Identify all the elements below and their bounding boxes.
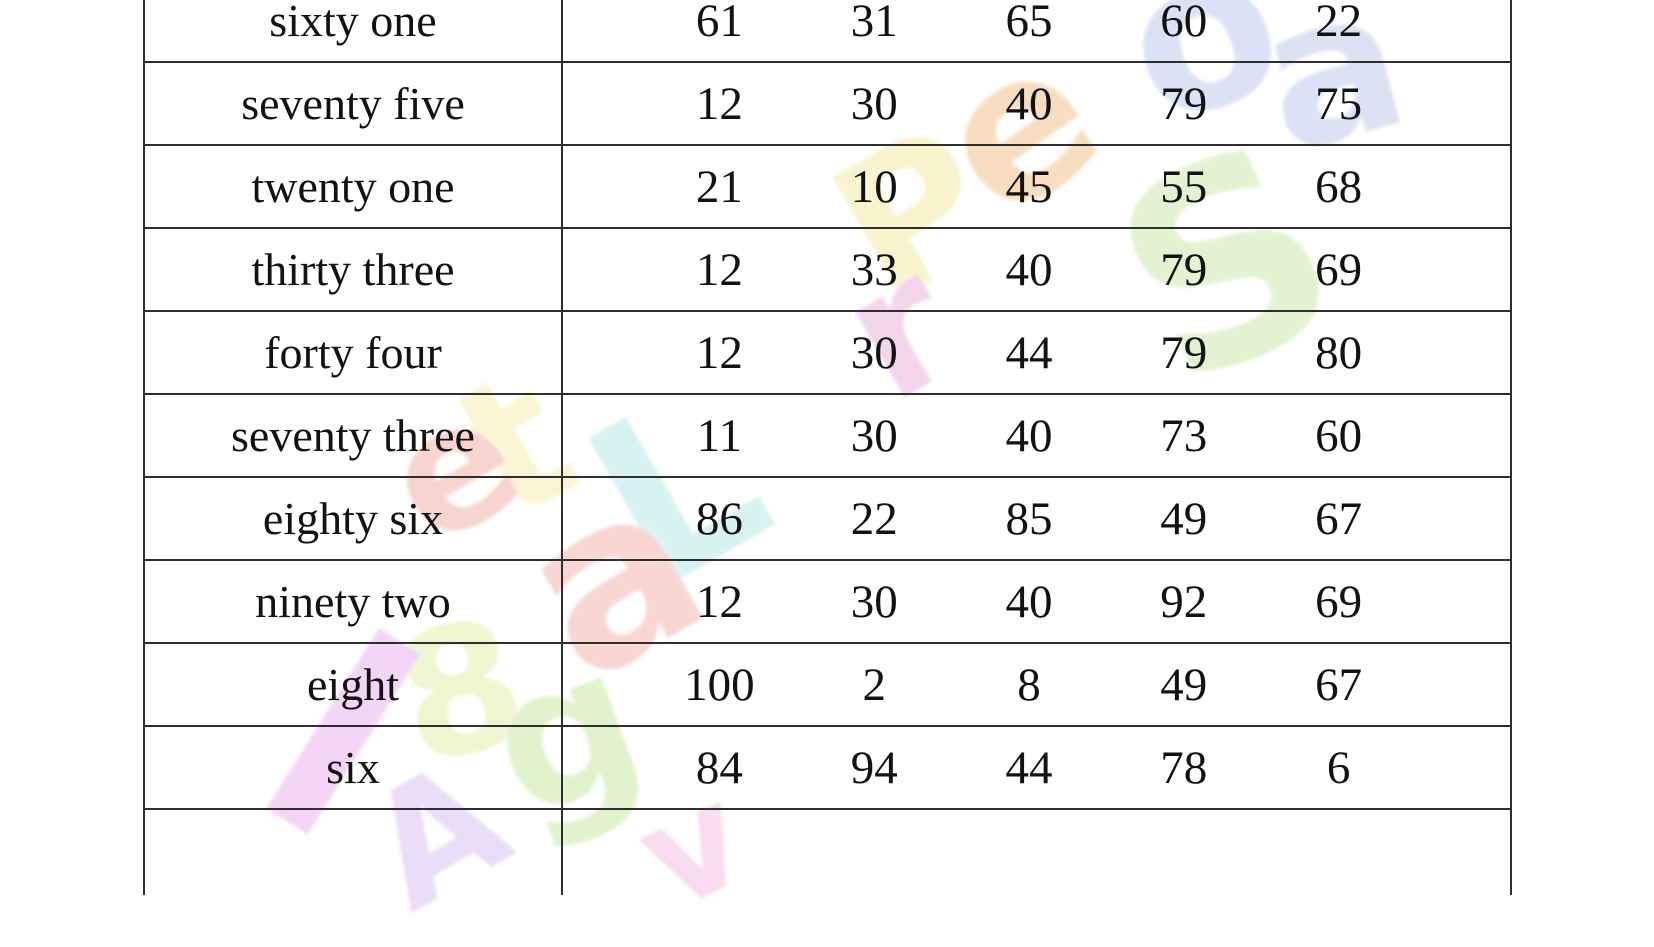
number-option: 78: [1160, 741, 1208, 794]
number-option: 69: [1315, 575, 1363, 628]
number-word-cell: seventy three: [145, 395, 563, 476]
number-option: 12: [695, 243, 743, 296]
number-option: 75: [1315, 77, 1363, 130]
number-option: 69: [1315, 243, 1363, 296]
number-option: 12: [695, 326, 743, 379]
number-option: 86: [695, 492, 743, 545]
number-option: 21: [695, 160, 743, 213]
number-options-cell: [563, 810, 1510, 895]
number-option: 22: [1315, 0, 1363, 47]
number-word-cell: eight: [145, 644, 563, 725]
number-option: 94: [850, 741, 898, 794]
number-option: 85: [1005, 492, 1053, 545]
number-option: 80: [1315, 326, 1363, 379]
number-option: 31: [850, 0, 898, 47]
number-option: 30: [850, 326, 898, 379]
number-word-cell: eighty six: [145, 478, 563, 559]
number-word-cell: ninety two: [145, 561, 563, 642]
table-row: [145, 810, 1510, 895]
number-option: 60: [1315, 409, 1363, 462]
number-option: 12: [695, 77, 743, 130]
number-options-cell: 86 22 85 49 67: [563, 478, 1510, 559]
number-option: 2: [862, 658, 886, 711]
number-option: 84: [695, 741, 743, 794]
number-options-cell: 11 30 40 73 60: [563, 395, 1510, 476]
number-option: 92: [1160, 575, 1208, 628]
number-option: 30: [850, 77, 898, 130]
number-option: 44: [1005, 741, 1053, 794]
table-row: sixty one 61 31 65 60 22: [145, 0, 1510, 63]
table-row: forty four 12 30 44 79 80: [145, 312, 1510, 395]
number-option: 8: [1017, 658, 1041, 711]
number-option: 33: [850, 243, 898, 296]
number-option: 67: [1315, 658, 1363, 711]
number-options-cell: 12 33 40 79 69: [563, 229, 1510, 310]
number-option: 11: [696, 409, 743, 462]
number-option: 73: [1160, 409, 1208, 462]
number-options-cell: 21 10 45 55 68: [563, 146, 1510, 227]
number-option: 40: [1005, 243, 1053, 296]
table-row: twenty one 21 10 45 55 68: [145, 146, 1510, 229]
number-options-cell: 12 30 44 79 80: [563, 312, 1510, 393]
number-options-cell: 61 31 65 60 22: [563, 0, 1510, 61]
number-option: 65: [1005, 0, 1053, 47]
number-option: 79: [1160, 243, 1208, 296]
number-word-cell: [145, 810, 563, 895]
number-option: 40: [1005, 575, 1053, 628]
number-option: 40: [1005, 77, 1053, 130]
number-option: 60: [1160, 0, 1208, 47]
number-option: 68: [1315, 160, 1363, 213]
number-options-cell: 12 30 40 79 75: [563, 63, 1510, 144]
number-option: 10: [850, 160, 898, 213]
table-row: ninety two 12 30 40 92 69: [145, 561, 1510, 644]
number-option: 67: [1315, 492, 1363, 545]
table-row: seventy five 12 30 40 79 75: [145, 63, 1510, 146]
number-option: 30: [850, 575, 898, 628]
number-options-cell: 84 94 44 78 6: [563, 727, 1510, 808]
number-options-cell: 100 2 8 49 67: [563, 644, 1510, 725]
number-words-table: sixty one 61 31 65 60 22 seventy five 12 30 40…: [143, 0, 1512, 895]
number-option: 49: [1160, 492, 1208, 545]
number-option: 55: [1160, 160, 1208, 213]
number-option: 100: [684, 658, 755, 711]
table-row: six 84 94 44 78 6: [145, 727, 1510, 810]
number-option: 45: [1005, 160, 1053, 213]
number-option: 12: [695, 575, 743, 628]
number-option: 79: [1160, 77, 1208, 130]
number-option: 79: [1160, 326, 1208, 379]
number-word-cell: forty four: [145, 312, 563, 393]
table-row: eighty six 86 22 85 49 67: [145, 478, 1510, 561]
number-word-cell: sixty one: [145, 0, 563, 61]
number-option: 22: [850, 492, 898, 545]
number-option: 40: [1005, 409, 1053, 462]
number-option: 44: [1005, 326, 1053, 379]
number-options-cell: 12 30 40 92 69: [563, 561, 1510, 642]
number-word-cell: twenty one: [145, 146, 563, 227]
table-row: seventy three 11 30 40 73 60: [145, 395, 1510, 478]
number-option: 30: [850, 409, 898, 462]
number-word-cell: thirty three: [145, 229, 563, 310]
number-option: 61: [695, 0, 743, 47]
number-option: 6: [1326, 741, 1351, 794]
number-word-cell: six: [145, 727, 563, 808]
table-row: thirty three 12 33 40 79 69: [145, 229, 1510, 312]
number-option: 49: [1160, 658, 1208, 711]
number-word-cell: seventy five: [145, 63, 563, 144]
table-row: eight 100 2 8 49 67: [145, 644, 1510, 727]
